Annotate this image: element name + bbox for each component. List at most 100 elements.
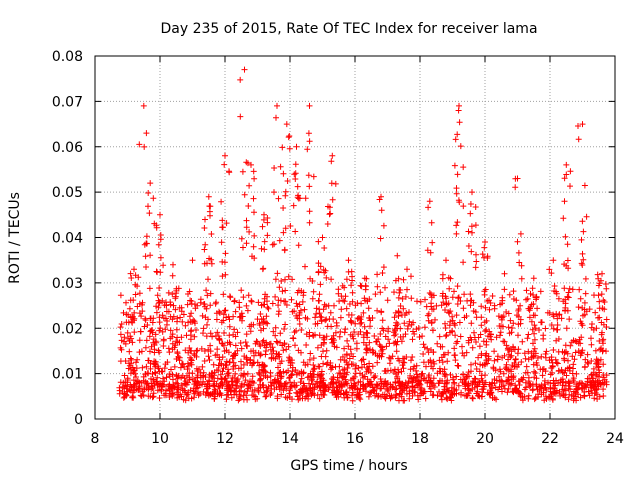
data-point — [428, 320, 435, 327]
data-point — [469, 394, 476, 401]
data-point — [238, 345, 245, 352]
data-point — [294, 183, 301, 190]
data-point — [343, 305, 350, 312]
data-point — [141, 323, 148, 330]
data-point — [251, 175, 258, 182]
data-point — [583, 213, 590, 220]
data-point — [157, 254, 164, 261]
data-point — [542, 325, 549, 332]
data-point — [272, 293, 279, 300]
data-point — [142, 315, 149, 322]
data-point — [281, 326, 288, 332]
data-point — [515, 346, 522, 353]
data-point — [453, 230, 460, 237]
data-point — [235, 397, 242, 404]
data-point — [581, 182, 588, 189]
data-point — [219, 273, 226, 280]
data-point — [250, 321, 257, 328]
data-point — [277, 375, 284, 382]
data-point — [219, 368, 226, 375]
data-point — [250, 347, 257, 354]
data-point — [295, 287, 302, 294]
data-point — [161, 365, 168, 372]
data-point — [578, 236, 585, 243]
data-point — [408, 357, 414, 364]
data-point — [478, 303, 485, 310]
data-point — [417, 381, 424, 388]
data-point — [186, 345, 193, 351]
data-point — [492, 384, 499, 391]
data-point — [228, 394, 235, 401]
data-point — [411, 363, 418, 370]
data-point — [549, 395, 556, 402]
data-point — [524, 335, 531, 342]
data-point — [169, 291, 176, 298]
data-point — [276, 237, 283, 244]
data-point — [257, 343, 264, 349]
data-point — [225, 392, 232, 398]
data-point — [376, 196, 383, 203]
data-point — [234, 329, 241, 336]
data-point — [170, 302, 177, 309]
data-point — [572, 390, 579, 397]
data-point — [276, 386, 283, 393]
y-tick-label: 0 — [74, 412, 83, 428]
data-point — [338, 381, 345, 388]
data-point — [279, 144, 286, 151]
data-point — [553, 326, 560, 333]
data-point — [245, 203, 252, 209]
data-point — [551, 380, 558, 387]
data-point — [600, 297, 607, 304]
data-point — [177, 314, 184, 321]
data-point — [213, 316, 220, 323]
data-point — [548, 322, 555, 328]
data-point — [574, 386, 581, 393]
y-tick-label: 0.04 — [52, 231, 83, 247]
data-point — [375, 336, 382, 343]
data-point — [281, 340, 288, 347]
data-point — [243, 302, 250, 309]
data-point — [306, 333, 313, 340]
data-point — [474, 382, 481, 389]
data-point — [476, 343, 483, 350]
data-point — [386, 360, 393, 367]
data-point — [451, 352, 458, 359]
data-point — [241, 191, 248, 198]
data-point — [445, 300, 452, 307]
data-point — [282, 225, 289, 232]
data-point — [345, 311, 352, 318]
data-point — [199, 363, 206, 370]
data-point — [205, 392, 212, 399]
data-point — [579, 250, 586, 257]
data-point — [325, 203, 331, 210]
data-point — [460, 305, 467, 312]
data-point — [251, 209, 257, 216]
data-point — [191, 352, 198, 359]
data-point — [442, 380, 449, 387]
data-point — [295, 195, 302, 202]
data-point — [462, 380, 469, 387]
data-point — [173, 338, 180, 345]
data-point — [391, 314, 398, 321]
data-point — [255, 299, 262, 306]
data-point — [207, 348, 214, 355]
data-point — [343, 276, 350, 283]
data-point — [208, 256, 215, 263]
data-point — [581, 299, 588, 306]
data-point — [131, 315, 138, 322]
data-point — [481, 319, 488, 326]
data-point — [528, 350, 535, 357]
data-point — [413, 367, 419, 374]
data-point — [482, 328, 489, 335]
data-point — [552, 356, 559, 363]
data-point — [445, 349, 452, 356]
data-point — [460, 371, 467, 378]
data-point — [531, 368, 538, 375]
data-point — [379, 270, 386, 276]
data-point — [531, 322, 538, 329]
data-point — [255, 388, 262, 395]
data-point — [264, 387, 271, 394]
data-point — [301, 306, 308, 313]
data-point — [427, 357, 434, 364]
data-point — [182, 380, 189, 387]
